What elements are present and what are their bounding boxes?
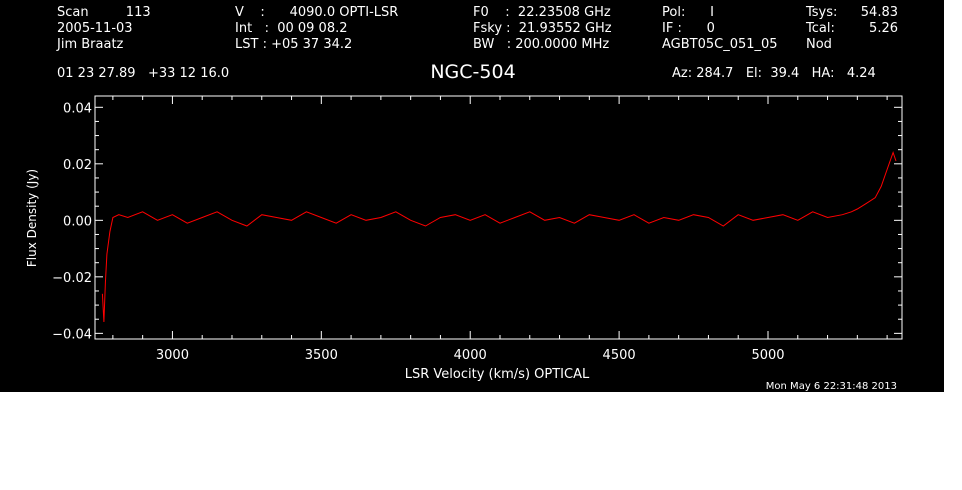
tcal-label: Tcal: — [806, 21, 835, 36]
x-tick-label: 3500 — [305, 348, 338, 363]
chart-title: NGC-504 — [430, 61, 516, 83]
tsys-label: Tsys: — [806, 5, 838, 20]
x-tick-label: 4500 — [603, 348, 636, 363]
axis-layer: 3000 3500 4000 4500 5000 −0.04 −0.02 0.00 0.02 0.… — [52, 95, 903, 363]
date-label: 2005-11-03 — [57, 21, 133, 36]
x-tick-label: 5000 — [751, 348, 784, 363]
observer-label: Jim Braatz — [57, 37, 124, 52]
lst-label: LST : +05 37 34.2 — [235, 37, 353, 52]
spectrum-line — [101, 150, 897, 323]
x-tick-label: 3000 — [156, 348, 189, 363]
velocity-label: V : 4090.0 OPTI-LSR — [235, 5, 399, 20]
spectrum-chart: Flux Density (Jy) LSR Velocity (km/s) OP… — [25, 95, 903, 392]
y-tick-label: 0.04 — [63, 101, 92, 116]
plot-panel: Scan 113 2005-11-03 Jim Braatz V : 4090.… — [0, 0, 944, 392]
bandwidth-label: BW : 200.0000 MHz — [473, 37, 610, 52]
y-tick-label: −0.04 — [52, 327, 92, 342]
if-label: IF : 0 — [662, 21, 715, 36]
tcal-value: 5.26 — [869, 21, 898, 36]
rest-frequency-label: F0 : 22.23508 GHz — [473, 5, 611, 20]
timestamp: Mon May 6 22:31:48 2013 — [766, 381, 897, 392]
sky-frequency-label: Fsky : 21.93552 GHz — [473, 21, 612, 36]
source-coordinates: 01 23 27.89 +33 12 16.0 — [57, 66, 230, 81]
y-axis-label: Flux Density (Jy) — [25, 169, 39, 267]
y-tick-label: −0.02 — [52, 271, 92, 286]
project-label: AGBT05C_051_05 — [662, 37, 778, 52]
x-tick-label: 4000 — [454, 348, 487, 363]
polarization-label: Pol: I — [662, 5, 714, 20]
x-axis-label: LSR Velocity (km/s) OPTICAL — [405, 367, 590, 382]
series-layer — [101, 150, 897, 323]
plot-frame — [94, 95, 903, 340]
scan-label: Scan 113 — [57, 5, 151, 20]
y-tick-label: 0.00 — [63, 214, 92, 229]
tsys-value: 54.83 — [860, 5, 898, 20]
procedure-label: Nod — [806, 37, 832, 52]
integration-label: Int : 00 09 08.2 — [235, 21, 348, 36]
az-el-ha-label: Az: 284.7 El: 39.4 HA: 4.24 — [672, 66, 876, 81]
y-tick-label: 0.02 — [63, 158, 92, 173]
